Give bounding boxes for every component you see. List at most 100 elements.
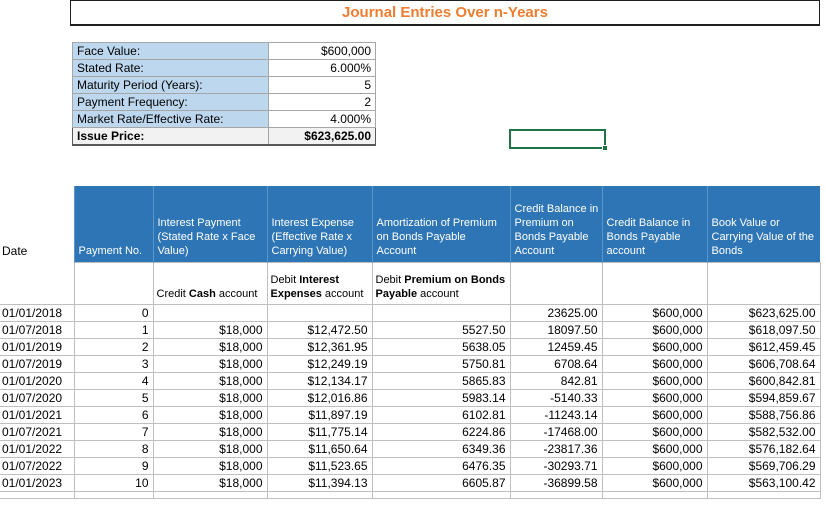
date-cell[interactable]: 01/01/2023	[0, 473, 75, 492]
value-cell[interactable]: 12459.45	[509, 337, 603, 356]
value-cell[interactable]: $18,000	[152, 456, 268, 475]
info-value[interactable]: 6.000%	[268, 59, 376, 77]
value-cell[interactable]: $18,000	[152, 337, 268, 356]
value-cell[interactable]	[371, 303, 511, 322]
info-value[interactable]: 5	[268, 76, 376, 94]
value-cell[interactable]: 5750.81	[371, 354, 511, 373]
value-cell[interactable]: $12,361.95	[266, 337, 373, 356]
date-cell[interactable]: 01/01/2021	[0, 405, 75, 424]
value-cell[interactable]: -36899.58	[509, 473, 603, 492]
column-header[interactable]: Credit Balance in Bonds Payable account	[601, 186, 707, 262]
empty-cell[interactable]	[152, 490, 268, 499]
value-cell[interactable]: 5983.14	[371, 388, 511, 407]
date-cell[interactable]: 01/07/2020	[0, 388, 75, 407]
value-cell[interactable]: 6708.64	[509, 354, 603, 373]
value-cell[interactable]: $600,000	[601, 388, 708, 407]
empty-cell[interactable]	[266, 490, 373, 499]
date-cell[interactable]: 01/01/2022	[0, 439, 75, 458]
value-cell[interactable]: $11,394.13	[266, 473, 373, 492]
value-cell[interactable]: $600,000	[601, 473, 708, 492]
empty-cell[interactable]	[0, 490, 75, 499]
value-cell[interactable]: $11,650.64	[266, 439, 373, 458]
value-cell[interactable]: 5	[73, 388, 154, 407]
date-cell[interactable]: 01/07/2022	[0, 456, 75, 475]
value-cell[interactable]: $588,756.86	[706, 405, 821, 424]
value-cell[interactable]: 6349.36	[371, 439, 511, 458]
column-header[interactable]: Book Value or Carrying Value of the Bond…	[706, 186, 820, 262]
value-cell[interactable]: $12,134.17	[266, 371, 373, 390]
value-cell[interactable]: 8	[73, 439, 154, 458]
value-cell[interactable]: -17468.00	[509, 422, 603, 441]
value-cell[interactable]: $606,708.64	[706, 354, 821, 373]
value-cell[interactable]: $12,249.19	[266, 354, 373, 373]
value-cell[interactable]: $11,775.14	[266, 422, 373, 441]
value-cell[interactable]: $594,859.67	[706, 388, 821, 407]
sub-header-cell[interactable]: Credit Cash account	[152, 261, 268, 305]
sub-header-cell[interactable]	[706, 261, 821, 305]
value-cell[interactable]: $600,000	[601, 456, 708, 475]
date-cell[interactable]: 01/01/2018	[0, 303, 75, 322]
fill-handle-icon[interactable]	[602, 145, 608, 151]
empty-cell[interactable]	[706, 490, 821, 499]
value-cell[interactable]: 2	[73, 337, 154, 356]
column-header[interactable]: Payment No.	[73, 186, 153, 262]
value-cell[interactable]: $600,842.81	[706, 371, 821, 390]
value-cell[interactable]: 5527.50	[371, 320, 511, 339]
value-cell[interactable]: 6476.35	[371, 456, 511, 475]
value-cell[interactable]	[266, 303, 373, 322]
value-cell[interactable]: $569,706.29	[706, 456, 821, 475]
value-cell[interactable]: 5865.83	[371, 371, 511, 390]
value-cell[interactable]: 5638.05	[371, 337, 511, 356]
value-cell[interactable]: $18,000	[152, 320, 268, 339]
sub-header-cell[interactable]	[601, 261, 708, 305]
empty-cell[interactable]	[509, 490, 603, 499]
value-cell[interactable]: 6102.81	[371, 405, 511, 424]
value-cell[interactable]: $600,000	[601, 337, 708, 356]
value-cell[interactable]: -5140.33	[509, 388, 603, 407]
value-cell[interactable]: 0	[73, 303, 154, 322]
value-cell[interactable]	[152, 303, 268, 322]
empty-cell[interactable]	[601, 490, 708, 499]
sub-header-cell[interactable]: Debit Interest Expenses account	[266, 261, 373, 305]
value-cell[interactable]: $18,000	[152, 405, 268, 424]
value-cell[interactable]: $612,459.45	[706, 337, 821, 356]
sub-header-cell[interactable]	[509, 261, 603, 305]
sub-header-cell[interactable]	[0, 262, 74, 305]
value-cell[interactable]: $18,000	[152, 371, 268, 390]
info-value[interactable]: $623,625.00	[268, 127, 376, 146]
date-cell[interactable]: 01/07/2018	[0, 320, 75, 339]
value-cell[interactable]: $18,000	[152, 422, 268, 441]
value-cell[interactable]: -23817.36	[509, 439, 603, 458]
value-cell[interactable]: 3	[73, 354, 154, 373]
empty-cell[interactable]	[73, 490, 154, 499]
column-header[interactable]: Interest Expense (Effective Rate x Carry…	[266, 186, 372, 262]
value-cell[interactable]: $563,100.42	[706, 473, 821, 492]
sub-header-cell[interactable]	[73, 261, 154, 305]
value-cell[interactable]: $11,897.19	[266, 405, 373, 424]
info-label[interactable]: Face Value:	[72, 42, 269, 60]
value-cell[interactable]: 9	[73, 456, 154, 475]
info-value[interactable]: 2	[268, 93, 376, 111]
value-cell[interactable]: $18,000	[152, 439, 268, 458]
value-cell[interactable]: 6	[73, 405, 154, 424]
value-cell[interactable]: $18,000	[152, 354, 268, 373]
value-cell[interactable]: $11,523.65	[266, 456, 373, 475]
value-cell[interactable]: $18,000	[152, 388, 268, 407]
info-label[interactable]: Maturity Period (Years):	[72, 76, 269, 94]
selected-cell[interactable]	[509, 129, 608, 151]
empty-cell[interactable]	[371, 490, 511, 499]
value-cell[interactable]: $600,000	[601, 439, 708, 458]
info-value[interactable]: $600,000	[268, 42, 376, 60]
value-cell[interactable]: $600,000	[601, 405, 708, 424]
value-cell[interactable]: $623,625.00	[706, 303, 821, 322]
value-cell[interactable]: $576,182.64	[706, 439, 821, 458]
value-cell[interactable]: $600,000	[601, 354, 708, 373]
date-cell[interactable]: 01/01/2020	[0, 371, 75, 390]
value-cell[interactable]: -30293.71	[509, 456, 603, 475]
value-cell[interactable]: 10	[73, 473, 154, 492]
value-cell[interactable]: 4	[73, 371, 154, 390]
value-cell[interactable]: 1	[73, 320, 154, 339]
date-cell[interactable]: 01/07/2019	[0, 354, 75, 373]
value-cell[interactable]: 23625.00	[509, 303, 603, 322]
value-cell[interactable]: $582,532.00	[706, 422, 821, 441]
